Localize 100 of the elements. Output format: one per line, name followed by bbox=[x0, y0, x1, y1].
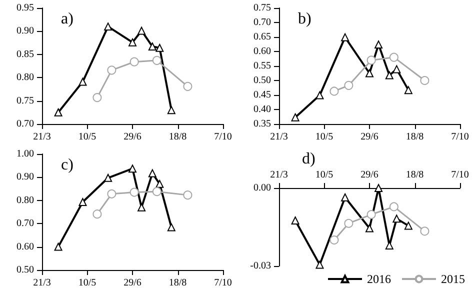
x-tick-label: 10/5 bbox=[315, 170, 334, 180]
x-tick-label: 18/8 bbox=[406, 170, 424, 180]
y-tick-label: 1.00 bbox=[16, 148, 34, 160]
point bbox=[420, 76, 430, 85]
y-tick-label: 0.75 bbox=[254, 2, 271, 14]
y-tick-label: 0.90 bbox=[16, 172, 34, 183]
point bbox=[148, 42, 156, 51]
y-tick-label: 0.50 bbox=[254, 75, 271, 86]
point bbox=[404, 86, 412, 94]
y-tick-label: 0.60 bbox=[254, 46, 271, 57]
y-tick-label: 0.00 bbox=[254, 182, 271, 194]
y-tick-label: 0.80 bbox=[16, 194, 34, 206]
x-tick-label: 18/8 bbox=[168, 278, 187, 288]
legend-label: 2016 bbox=[367, 272, 391, 286]
x-tick-label: 10/5 bbox=[315, 132, 334, 142]
point bbox=[374, 40, 383, 49]
point bbox=[148, 169, 156, 178]
point bbox=[92, 93, 102, 102]
y-tick-label: 0.80 bbox=[16, 72, 34, 84]
y-tick-label: 0.90 bbox=[16, 26, 34, 37]
point bbox=[344, 80, 354, 90]
point bbox=[104, 174, 112, 182]
point bbox=[92, 210, 102, 219]
point bbox=[366, 224, 374, 232]
point bbox=[78, 198, 87, 206]
x-tick-label: 7/10 bbox=[451, 170, 469, 180]
point bbox=[54, 242, 62, 251]
point bbox=[156, 180, 164, 188]
point bbox=[138, 203, 146, 212]
point bbox=[128, 38, 136, 46]
x-tick-label: 18/8 bbox=[406, 132, 424, 142]
point bbox=[392, 65, 401, 74]
x-tick-label: 7/10 bbox=[451, 132, 469, 142]
x-tick-label: 21/3 bbox=[270, 170, 288, 180]
point bbox=[156, 44, 164, 52]
point bbox=[316, 91, 324, 100]
chart-title: b) bbox=[298, 10, 312, 28]
x-tick-label: 18/8 bbox=[168, 132, 187, 142]
point bbox=[183, 82, 192, 91]
point bbox=[138, 26, 146, 35]
y-tick-label: 0.65 bbox=[254, 32, 271, 42]
x-tick-label: 7/10 bbox=[214, 132, 232, 142]
chart-title: c) bbox=[61, 156, 74, 174]
point bbox=[330, 236, 339, 244]
point bbox=[316, 260, 324, 269]
point bbox=[291, 216, 300, 224]
point bbox=[54, 108, 62, 116]
x-tick-label: 29/6 bbox=[360, 132, 378, 142]
y-tick-label: 0.95 bbox=[16, 2, 34, 14]
x-tick-label: 21/3 bbox=[270, 132, 288, 142]
x-tick-label: 10/5 bbox=[78, 132, 96, 142]
point bbox=[389, 202, 398, 212]
x-tick-label: 10/5 bbox=[78, 278, 96, 288]
point bbox=[130, 57, 139, 66]
point bbox=[344, 218, 354, 228]
y-tick-label: 0.35 bbox=[254, 118, 271, 130]
point bbox=[107, 66, 116, 75]
y-tick-label: 0.85 bbox=[16, 48, 34, 60]
x-tick-label: 29/6 bbox=[124, 132, 142, 142]
chart-title: d) bbox=[302, 150, 316, 168]
point bbox=[107, 189, 116, 198]
point bbox=[152, 56, 162, 65]
x-tick-label: 21/3 bbox=[33, 132, 51, 142]
y-tick-label: 0.70 bbox=[254, 17, 271, 28]
point bbox=[330, 86, 339, 96]
point bbox=[104, 22, 112, 31]
y-tick-label: 0.55 bbox=[254, 60, 271, 72]
point bbox=[366, 210, 376, 220]
x-tick-label: 7/10 bbox=[214, 278, 232, 288]
point bbox=[167, 106, 176, 114]
y-tick-label: 0.70 bbox=[16, 118, 34, 130]
point bbox=[152, 187, 162, 196]
x-tick-label: 21/3 bbox=[33, 278, 51, 288]
point bbox=[385, 71, 394, 80]
y-tick-label: 0.40 bbox=[254, 104, 271, 115]
y-tick-label: 0.75 bbox=[16, 95, 34, 106]
y-tick-label: -0.03 bbox=[250, 260, 271, 272]
point bbox=[420, 226, 430, 236]
y-tick-label: 0.50 bbox=[16, 264, 34, 276]
point bbox=[341, 193, 350, 202]
point bbox=[291, 113, 300, 122]
point bbox=[366, 56, 376, 65]
point bbox=[404, 222, 412, 230]
chart-title: a) bbox=[61, 10, 74, 28]
legend-label: 2015 bbox=[441, 272, 465, 286]
point bbox=[183, 190, 192, 200]
y-tick-label: 0.70 bbox=[16, 218, 34, 230]
point bbox=[78, 78, 87, 86]
point bbox=[341, 33, 350, 42]
point bbox=[392, 214, 401, 223]
point bbox=[167, 223, 176, 232]
x-tick-label: 29/6 bbox=[360, 170, 378, 180]
point bbox=[128, 164, 136, 173]
point bbox=[374, 184, 383, 192]
point bbox=[130, 188, 139, 197]
point bbox=[389, 52, 398, 62]
x-tick-label: 29/6 bbox=[124, 278, 142, 288]
point bbox=[366, 69, 374, 78]
y-tick-label: 0.45 bbox=[254, 90, 271, 100]
y-tick-label: 0.60 bbox=[16, 241, 34, 252]
